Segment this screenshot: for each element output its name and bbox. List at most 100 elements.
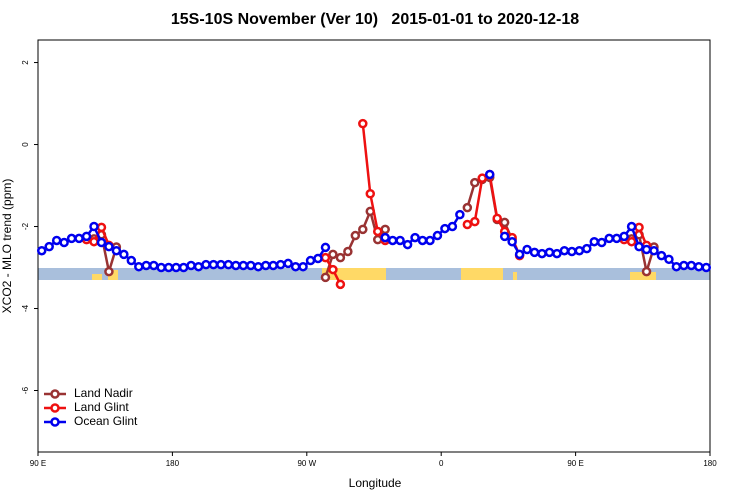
data-point <box>335 252 346 263</box>
series-line <box>503 223 707 269</box>
legend-label: Land Glint <box>74 400 129 414</box>
data-point <box>126 255 137 266</box>
data-point <box>358 224 368 235</box>
data-point <box>253 261 264 272</box>
x-tick-label: 90 E <box>30 459 46 468</box>
data-point <box>462 219 473 230</box>
data-point <box>328 264 338 275</box>
data-point <box>59 237 69 248</box>
data-point <box>268 260 278 271</box>
data-point <box>611 233 622 244</box>
data-point <box>440 223 450 234</box>
data-point <box>372 226 383 237</box>
data-point <box>387 235 398 246</box>
data-point <box>484 169 495 180</box>
series <box>36 169 712 273</box>
data-point <box>231 260 241 271</box>
data-point <box>275 259 286 270</box>
data-point <box>305 255 316 266</box>
data-point <box>499 217 510 228</box>
series <box>81 118 652 290</box>
data-point <box>81 231 92 242</box>
data-point <box>686 260 697 271</box>
data-point <box>320 252 331 263</box>
data-point <box>649 245 659 256</box>
data-point <box>89 221 99 232</box>
data-point <box>567 246 577 257</box>
land-band <box>630 272 656 280</box>
data-point <box>148 260 159 271</box>
legend-label: Land Nadir <box>74 386 133 400</box>
x-tick-label: 90 W <box>297 459 316 468</box>
data-point <box>492 213 502 224</box>
data-point <box>104 266 114 277</box>
data-point <box>395 235 405 246</box>
data-point <box>238 260 249 271</box>
data-point <box>358 118 368 129</box>
data-point <box>507 236 517 247</box>
data-point <box>425 235 435 246</box>
legend-marker <box>50 417 60 427</box>
data-point <box>462 202 473 213</box>
data-point <box>36 245 47 256</box>
data-point <box>641 266 652 277</box>
data-point <box>634 222 644 233</box>
data-point <box>119 249 129 260</box>
x-tick-label: 180 <box>166 459 180 468</box>
data-point <box>537 248 547 259</box>
data-point <box>552 248 562 259</box>
data-point <box>529 247 540 258</box>
data-point <box>574 245 585 256</box>
data-point <box>701 262 712 273</box>
data-point <box>141 260 152 271</box>
data-point <box>604 233 614 244</box>
data-point <box>477 173 488 183</box>
data-point <box>208 259 219 270</box>
data-point <box>298 261 308 272</box>
data-point <box>335 279 346 290</box>
data-point <box>320 272 331 283</box>
land-band <box>461 268 503 280</box>
data-point <box>178 262 189 273</box>
land-ocean-strip <box>38 268 710 280</box>
data-point <box>365 188 376 199</box>
chart-title: 15S-10S November (Ver 10) 2015-01-01 to … <box>171 11 579 28</box>
land-band <box>92 274 102 280</box>
data-point <box>671 261 682 272</box>
x-tick-label: 90 E <box>567 459 583 468</box>
data-point <box>596 237 607 248</box>
data-point <box>402 239 413 250</box>
data-point <box>372 234 383 245</box>
data-point <box>186 260 196 271</box>
data-point <box>380 224 390 235</box>
data-point <box>432 230 443 241</box>
x-axis-label: Longitude <box>349 476 402 490</box>
data-point <box>470 177 480 188</box>
data-point <box>679 260 689 271</box>
land-band <box>108 270 118 280</box>
data-point <box>66 233 77 244</box>
y-axis-label: XCO2 - MLO trend (ppm) <box>0 179 14 314</box>
data-point <box>343 246 353 257</box>
data-point <box>74 233 84 244</box>
data-point <box>470 216 480 227</box>
data-point <box>51 235 62 246</box>
data-point <box>499 231 510 242</box>
data-point <box>641 244 652 255</box>
data-point <box>544 247 555 258</box>
data-point <box>417 235 428 246</box>
data-point <box>410 232 420 243</box>
y-tick-label: 2 <box>21 60 30 65</box>
data-point <box>201 259 211 270</box>
data-point <box>163 262 174 273</box>
data-point <box>514 249 525 260</box>
data-point <box>656 250 667 261</box>
data-point <box>664 254 674 265</box>
x-tick-label: 0 <box>439 459 444 468</box>
data-point <box>589 236 600 247</box>
data-point <box>380 232 390 243</box>
data-point <box>455 209 465 220</box>
data-point <box>44 241 54 252</box>
